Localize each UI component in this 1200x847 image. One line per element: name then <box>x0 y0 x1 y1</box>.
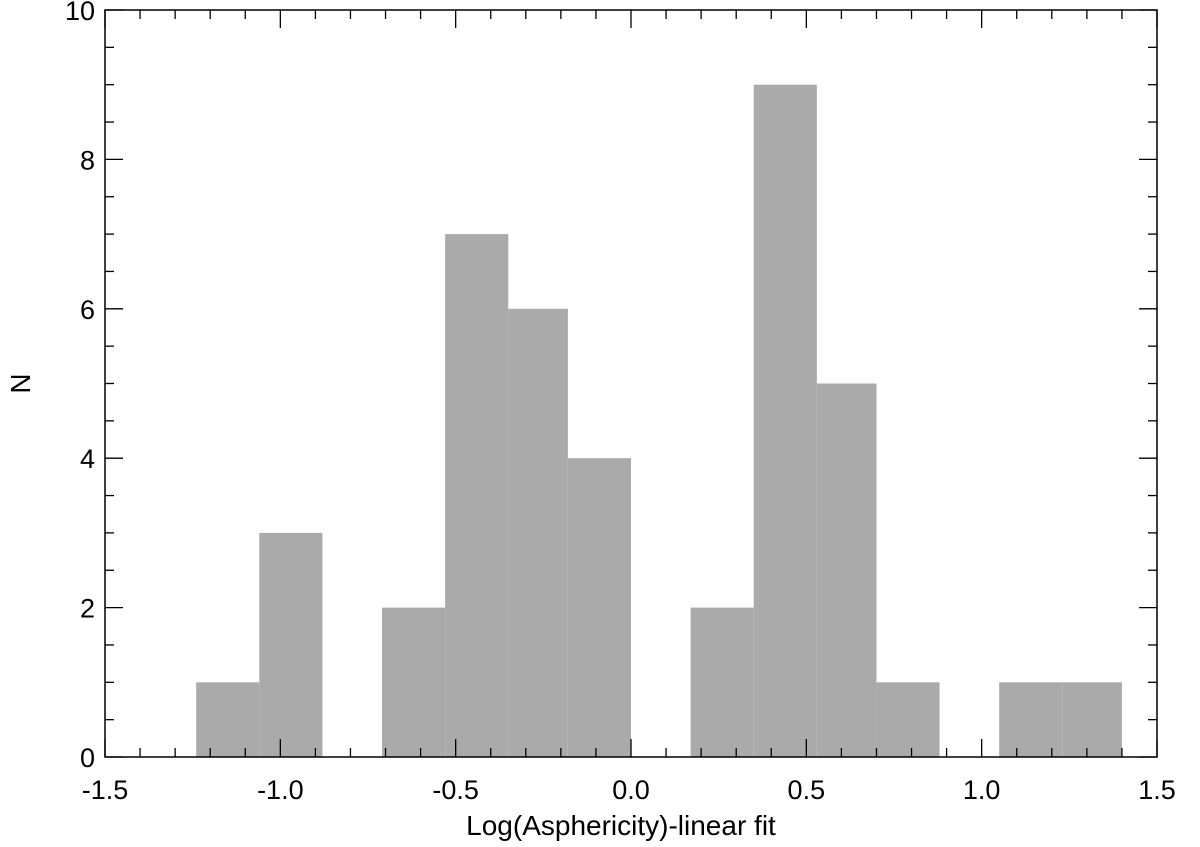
histogram-bar <box>445 234 509 758</box>
y-tick-label: 0 <box>80 743 95 773</box>
x-tick-label: 0.0 <box>612 775 650 805</box>
y-tick-label: 10 <box>65 0 95 26</box>
y-axis-title: N <box>5 373 36 393</box>
histogram-bar <box>753 84 817 757</box>
histogram-bar <box>508 308 568 757</box>
y-tick-labels: 0 2 4 6 8 10 <box>65 0 95 773</box>
histogram-bar <box>816 383 877 757</box>
y-tick-label: 6 <box>80 295 95 325</box>
y-tick-label: 8 <box>80 145 95 175</box>
histogram-bar <box>1062 682 1122 757</box>
histogram-bar <box>259 532 323 757</box>
histogram-bar <box>999 682 1063 757</box>
histogram-bar <box>567 458 631 757</box>
bars-group <box>196 84 1122 758</box>
y-tick-label: 2 <box>80 594 95 624</box>
histogram-bar <box>382 607 446 757</box>
x-tick-label: -1.5 <box>82 775 129 805</box>
plot-frame <box>104 9 1158 758</box>
x-tick-label: 1.5 <box>1138 775 1176 805</box>
x-tick-labels: -1.5 -1.0 -0.5 0.0 0.5 1.0 1.5 <box>82 775 1176 805</box>
histogram-bar <box>876 682 940 757</box>
x-axis-title: Log(Asphericity)-linear fit <box>466 810 776 841</box>
y-tick-label: 4 <box>80 444 95 474</box>
x-tick-label: 0.5 <box>788 775 826 805</box>
x-tick-label: -0.5 <box>432 775 479 805</box>
x-tick-label: 1.0 <box>963 775 1001 805</box>
x-tick-label: -1.0 <box>257 775 304 805</box>
histogram-bar <box>690 607 754 757</box>
histogram-bar <box>196 682 260 757</box>
